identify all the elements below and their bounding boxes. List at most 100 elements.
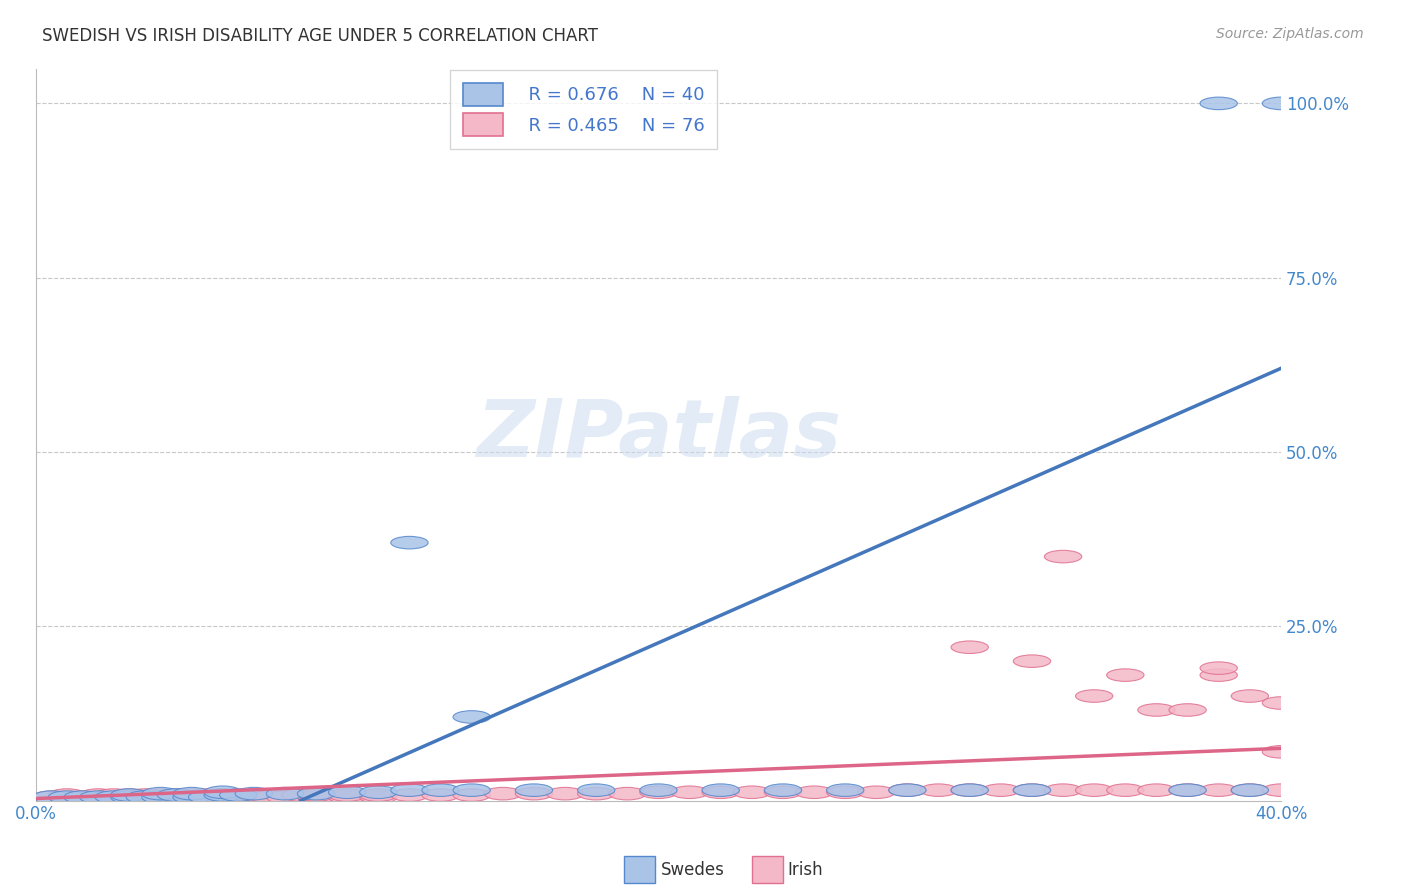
Ellipse shape — [391, 536, 427, 549]
Ellipse shape — [48, 791, 86, 804]
Ellipse shape — [547, 788, 583, 800]
Ellipse shape — [702, 786, 740, 798]
Ellipse shape — [1201, 669, 1237, 681]
Ellipse shape — [609, 788, 645, 800]
Ellipse shape — [204, 789, 242, 801]
Ellipse shape — [266, 788, 304, 800]
Ellipse shape — [188, 791, 226, 804]
Ellipse shape — [950, 641, 988, 654]
Ellipse shape — [1232, 690, 1268, 702]
Ellipse shape — [422, 789, 460, 801]
Ellipse shape — [48, 789, 86, 801]
Ellipse shape — [235, 791, 273, 804]
Ellipse shape — [96, 791, 132, 804]
Ellipse shape — [96, 791, 132, 804]
Ellipse shape — [250, 791, 288, 804]
Ellipse shape — [127, 791, 163, 804]
Ellipse shape — [173, 788, 211, 800]
Ellipse shape — [950, 784, 988, 797]
Ellipse shape — [950, 784, 988, 797]
Ellipse shape — [157, 789, 194, 801]
Ellipse shape — [453, 711, 491, 723]
Ellipse shape — [63, 791, 101, 804]
Ellipse shape — [1232, 784, 1268, 797]
Ellipse shape — [515, 784, 553, 797]
Ellipse shape — [157, 791, 194, 804]
Ellipse shape — [827, 784, 863, 797]
Ellipse shape — [204, 791, 242, 804]
Ellipse shape — [1263, 697, 1299, 709]
Legend:   R = 0.676    N = 40,   R = 0.465    N = 76: R = 0.676 N = 40, R = 0.465 N = 76 — [450, 70, 717, 149]
Ellipse shape — [329, 791, 366, 804]
Ellipse shape — [235, 789, 273, 801]
Ellipse shape — [173, 789, 211, 801]
Ellipse shape — [515, 788, 553, 800]
Ellipse shape — [453, 789, 491, 801]
Text: SWEDISH VS IRISH DISABILITY AGE UNDER 5 CORRELATION CHART: SWEDISH VS IRISH DISABILITY AGE UNDER 5 … — [42, 27, 598, 45]
Ellipse shape — [111, 791, 148, 804]
Text: Swedes: Swedes — [661, 861, 724, 879]
Ellipse shape — [1232, 784, 1268, 797]
Ellipse shape — [1137, 784, 1175, 797]
Text: Irish: Irish — [787, 861, 823, 879]
Ellipse shape — [733, 786, 770, 798]
Ellipse shape — [204, 789, 242, 801]
Ellipse shape — [391, 789, 427, 801]
Ellipse shape — [453, 784, 491, 797]
Ellipse shape — [298, 791, 335, 804]
Ellipse shape — [702, 784, 740, 797]
Ellipse shape — [640, 786, 678, 798]
Ellipse shape — [48, 791, 86, 804]
Ellipse shape — [1263, 746, 1299, 758]
Ellipse shape — [1107, 669, 1144, 681]
Ellipse shape — [298, 789, 335, 801]
Ellipse shape — [266, 791, 304, 804]
Ellipse shape — [298, 788, 335, 800]
Ellipse shape — [1076, 784, 1114, 797]
Ellipse shape — [281, 789, 319, 801]
Ellipse shape — [80, 789, 117, 801]
Ellipse shape — [765, 786, 801, 798]
Ellipse shape — [827, 786, 863, 798]
Ellipse shape — [1014, 784, 1050, 797]
Ellipse shape — [329, 786, 366, 798]
Ellipse shape — [1168, 784, 1206, 797]
Ellipse shape — [1014, 655, 1050, 667]
Ellipse shape — [142, 788, 179, 800]
Ellipse shape — [796, 786, 832, 798]
Ellipse shape — [1045, 784, 1081, 797]
Text: ZIPatlas: ZIPatlas — [477, 395, 841, 474]
Ellipse shape — [360, 791, 396, 804]
Ellipse shape — [360, 789, 396, 801]
Ellipse shape — [765, 784, 801, 797]
Ellipse shape — [142, 791, 179, 804]
Ellipse shape — [235, 788, 273, 800]
Ellipse shape — [188, 789, 226, 801]
Ellipse shape — [1201, 662, 1237, 674]
Ellipse shape — [111, 789, 148, 801]
Ellipse shape — [858, 786, 896, 798]
Ellipse shape — [1263, 97, 1299, 110]
Ellipse shape — [111, 789, 148, 801]
Ellipse shape — [127, 791, 163, 804]
Ellipse shape — [391, 784, 427, 797]
Ellipse shape — [422, 784, 460, 797]
Text: Source: ZipAtlas.com: Source: ZipAtlas.com — [1216, 27, 1364, 41]
Ellipse shape — [640, 784, 678, 797]
Ellipse shape — [80, 791, 117, 804]
Ellipse shape — [1076, 690, 1114, 702]
Ellipse shape — [204, 786, 242, 798]
Ellipse shape — [1201, 784, 1237, 797]
Ellipse shape — [32, 791, 70, 804]
Ellipse shape — [1107, 784, 1144, 797]
Ellipse shape — [173, 791, 211, 804]
Ellipse shape — [1045, 550, 1081, 563]
Ellipse shape — [360, 786, 396, 798]
Ellipse shape — [142, 789, 179, 801]
Ellipse shape — [63, 791, 101, 804]
Ellipse shape — [1201, 97, 1237, 110]
Ellipse shape — [1137, 704, 1175, 716]
Ellipse shape — [173, 791, 211, 804]
Ellipse shape — [1014, 784, 1050, 797]
Ellipse shape — [920, 784, 957, 797]
